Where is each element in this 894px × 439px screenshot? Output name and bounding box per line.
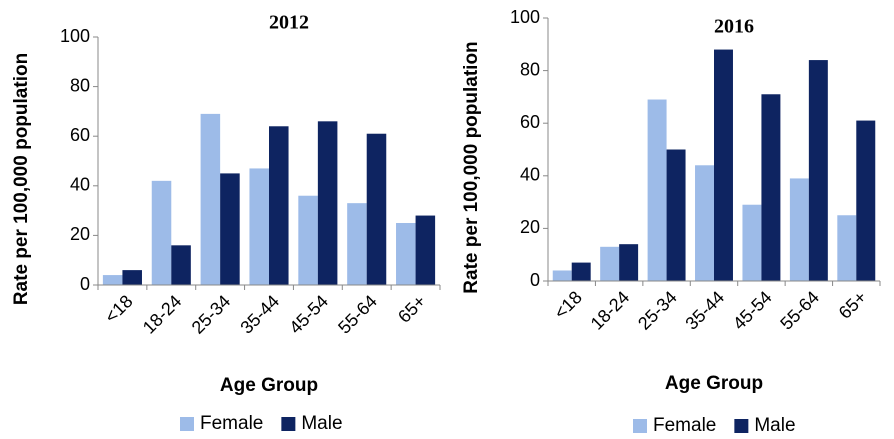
bar <box>647 99 667 281</box>
bar <box>695 165 714 281</box>
y-tick-label: 80 <box>70 75 90 95</box>
x-tick-label: 35-44 <box>236 291 283 338</box>
bar <box>571 262 591 281</box>
x-tick-label: 55-64 <box>334 291 381 338</box>
bar <box>102 275 123 285</box>
bar <box>619 244 639 281</box>
bar <box>808 60 828 281</box>
x-tick-label: 45-54 <box>285 291 332 338</box>
bar <box>666 149 686 281</box>
bar <box>789 178 809 281</box>
bar <box>366 133 387 285</box>
y-axis-label: Rate per 100,000 population <box>11 53 32 305</box>
x-axis-label: Age Group <box>220 375 318 396</box>
legend-swatch <box>180 417 194 431</box>
bar <box>151 180 172 285</box>
x-tick-label: 18-24 <box>587 287 634 334</box>
y-tick-label: 100 <box>510 7 540 27</box>
legend-label: Male <box>301 413 342 434</box>
bar <box>298 195 318 285</box>
chart-title: 2016 <box>714 16 754 38</box>
bar <box>122 270 142 285</box>
x-tick-label: 35-44 <box>681 287 728 334</box>
x-tick-label: <18 <box>101 291 137 327</box>
y-tick-label: 20 <box>70 224 90 244</box>
bar <box>761 94 781 282</box>
bar <box>552 270 572 281</box>
bar <box>347 203 367 285</box>
bar <box>856 120 876 281</box>
x-tick-label: 25-34 <box>188 291 235 338</box>
bar <box>742 204 762 281</box>
y-tick-label: 0 <box>530 270 540 290</box>
bar <box>220 173 240 285</box>
bar <box>837 215 857 281</box>
bar <box>317 121 338 285</box>
y-tick-label: 60 <box>520 112 540 132</box>
legend-label: Male <box>754 415 795 436</box>
bar <box>269 126 289 285</box>
x-tick-label: 65+ <box>835 287 871 323</box>
x-tick-label: <18 <box>550 287 586 323</box>
bar <box>714 49 733 282</box>
y-tick-label: 20 <box>520 217 540 237</box>
legend-label: Female <box>200 413 263 434</box>
x-tick-label: 18-24 <box>139 291 186 338</box>
bar <box>200 113 221 285</box>
y-tick-label: 0 <box>80 274 90 294</box>
chart-title: 2012 <box>269 12 309 34</box>
bar <box>600 246 620 281</box>
legend-label: Female <box>653 415 716 436</box>
bar <box>249 168 269 285</box>
y-tick-label: 60 <box>70 125 90 145</box>
x-axis-label: Age Group <box>665 373 763 394</box>
y-tick-label: 40 <box>520 165 540 185</box>
x-tick-label: 55-64 <box>776 287 823 334</box>
x-tick-label: 65+ <box>394 291 430 327</box>
y-tick-label: 100 <box>60 26 90 46</box>
bar <box>415 215 436 285</box>
legend-swatch <box>734 419 749 433</box>
legend-swatch <box>281 417 296 431</box>
x-tick-label: 45-54 <box>729 287 776 334</box>
y-axis-label: Rate per 100,000 population <box>461 41 482 293</box>
x-tick-label: 25-34 <box>634 287 681 334</box>
bar <box>396 223 416 285</box>
bar <box>171 245 191 285</box>
y-tick-label: 80 <box>520 59 540 79</box>
legend-swatch <box>633 419 647 433</box>
y-tick-label: 40 <box>70 175 90 195</box>
